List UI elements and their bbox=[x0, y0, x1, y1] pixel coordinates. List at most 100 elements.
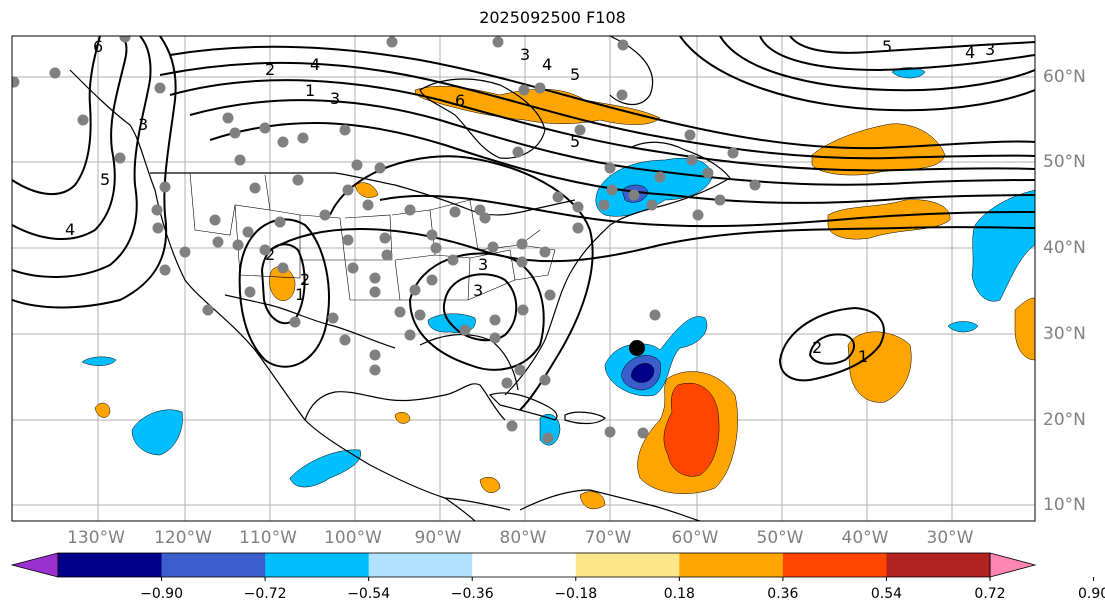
colorbar-extend-min bbox=[10, 552, 59, 578]
contour-ne-3 bbox=[719, 36, 1035, 92]
station-dot bbox=[289, 316, 301, 328]
station-dot bbox=[327, 312, 339, 324]
contour-label: 3 bbox=[478, 255, 488, 274]
station-dot bbox=[516, 238, 528, 250]
station-dot bbox=[386, 36, 398, 48]
contour-label: 5 bbox=[570, 65, 580, 84]
station-dot bbox=[339, 334, 351, 346]
station-dot bbox=[159, 264, 171, 276]
contour-north-1 bbox=[169, 45, 1035, 150]
station-dot bbox=[646, 199, 658, 211]
latitude-label: 30°N bbox=[1043, 324, 1086, 344]
station-dot bbox=[277, 262, 289, 274]
station-dot bbox=[274, 216, 286, 228]
station-dot bbox=[342, 184, 354, 196]
longitude-label: 70°W bbox=[584, 528, 632, 548]
station-dot bbox=[159, 181, 171, 193]
station-dot bbox=[152, 222, 164, 234]
station-dot bbox=[381, 249, 393, 261]
station-dot bbox=[447, 254, 459, 266]
colorbar-outline bbox=[57, 552, 991, 578]
station-dot bbox=[49, 67, 61, 79]
colorbar-tick-label: 0.36 bbox=[767, 586, 799, 602]
fill-small-orange-3 bbox=[479, 477, 501, 493]
station-dot bbox=[459, 324, 471, 336]
colorbar-tick-label: 0.72 bbox=[974, 586, 1006, 602]
station-dot bbox=[154, 82, 166, 94]
colorbar-tick-label: −0.72 bbox=[243, 586, 287, 602]
fill-storm-navy bbox=[631, 363, 655, 383]
station-dot bbox=[234, 154, 246, 166]
station-dot bbox=[517, 304, 529, 316]
contour-label: 4 bbox=[542, 55, 552, 74]
contour-label: 4 bbox=[65, 220, 75, 239]
storm-center-marker bbox=[629, 340, 645, 356]
colorbar bbox=[10, 552, 1095, 581]
station-dot bbox=[339, 124, 351, 136]
station-dot bbox=[409, 284, 421, 296]
station-dot bbox=[119, 36, 131, 43]
contour-north-4 bbox=[189, 99, 1035, 186]
contour-label: 6 bbox=[93, 37, 103, 56]
station-dot bbox=[539, 246, 551, 258]
longitude-label: 60°W bbox=[671, 528, 719, 548]
station-dot bbox=[479, 212, 491, 224]
map-frame bbox=[11, 35, 1036, 522]
south-america-coast bbox=[519, 489, 701, 521]
station-dot bbox=[151, 204, 163, 216]
colorbar-tick-label: −0.54 bbox=[347, 586, 391, 602]
contour-label: 3 bbox=[473, 281, 483, 300]
contour-nw-4 bbox=[12, 36, 101, 196]
fill-maritimes-blue bbox=[595, 157, 713, 217]
station-dot bbox=[369, 364, 381, 376]
station-dot bbox=[654, 171, 666, 183]
contour-label: 1 bbox=[305, 81, 315, 100]
station-dot bbox=[572, 201, 584, 213]
contour-nw-3 bbox=[12, 36, 128, 241]
contour-label: 1 bbox=[295, 285, 305, 304]
longitude-label: 80°W bbox=[499, 528, 547, 548]
fill-pacific-blue-2 bbox=[289, 449, 362, 488]
contour-label: 3 bbox=[330, 89, 340, 108]
station-dot bbox=[544, 289, 556, 301]
fill-small-orange-2 bbox=[394, 412, 411, 424]
fill-natl-blue bbox=[971, 189, 1035, 302]
contour-nw-2 bbox=[12, 36, 152, 278]
colorbar-segment bbox=[368, 553, 473, 577]
colorbar-segment bbox=[782, 553, 887, 577]
contour-east-low bbox=[778, 306, 885, 382]
latitude-label: 60°N bbox=[1043, 67, 1086, 87]
station-dot bbox=[539, 374, 551, 386]
latitude-label: 10°N bbox=[1043, 495, 1086, 515]
contour-label-group: 6 5 4 3 2 1 5 4 3 6 5 4 3 5 4 3 2 1 2 3 … bbox=[65, 37, 995, 366]
latitude-label: 20°N bbox=[1043, 410, 1086, 430]
station-dot bbox=[692, 209, 704, 221]
station-dot bbox=[534, 82, 546, 94]
contour-label: 3 bbox=[138, 115, 148, 134]
station-dot bbox=[727, 147, 739, 159]
station-dot bbox=[212, 236, 224, 248]
station-dot bbox=[487, 241, 499, 253]
latitude-label: 50°N bbox=[1043, 152, 1086, 172]
station-dot bbox=[404, 329, 416, 341]
station-dot bbox=[342, 234, 354, 246]
contour-ne-4 bbox=[679, 36, 1035, 112]
colorbar-segment bbox=[58, 553, 163, 577]
colorbar-tick-label: 0.54 bbox=[870, 586, 903, 602]
station-dot bbox=[297, 132, 309, 144]
station-dot bbox=[232, 239, 244, 251]
contour-label: 3 bbox=[520, 45, 530, 64]
station-dot bbox=[242, 226, 254, 238]
station-dot bbox=[369, 286, 381, 298]
contour-east-low-inner bbox=[808, 333, 855, 365]
colorbar-segment bbox=[161, 553, 266, 577]
longitude-label: 110°W bbox=[239, 528, 297, 548]
longitude-label: 90°W bbox=[414, 528, 462, 548]
station-dot bbox=[222, 112, 234, 124]
contour-label: 2 bbox=[265, 245, 275, 264]
contour-label: 4 bbox=[310, 55, 320, 74]
contour-label: 4 bbox=[965, 43, 975, 62]
contour-north-5 bbox=[209, 122, 1035, 204]
station-dot bbox=[604, 162, 616, 174]
